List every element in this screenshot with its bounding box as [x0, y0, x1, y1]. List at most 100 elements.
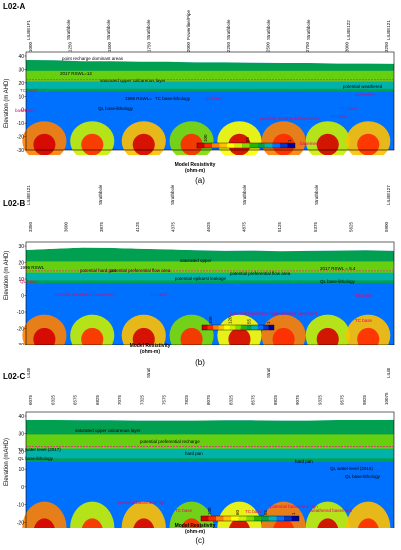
legend-swatch [219, 143, 228, 148]
basement-core [132, 133, 155, 155]
x-tick-label: 8325 [228, 394, 233, 405]
panel-c: L02-C Elevation (mAHD) 403020100-10-20-3… [0, 368, 401, 550]
y-tick-label: 20 [18, 81, 24, 87]
annotation-label: hard pan [295, 459, 313, 464]
x-tick-label: 1500 [107, 41, 112, 52]
annotation-label: TC base [355, 293, 373, 298]
x-tick-label: 3350 [28, 221, 33, 232]
x-tick-label: 3250 [384, 41, 389, 52]
annotation-label: 1996 RSWL= [125, 96, 152, 101]
legend-swatch [257, 325, 263, 330]
annotation-label: potential basement high [230, 311, 278, 316]
annotation-label: potential basement high [270, 504, 318, 509]
saturated-layer [26, 272, 394, 281]
x-tick-label: 9325 [317, 394, 322, 405]
annotation-label: potential preferential recharge [140, 439, 200, 444]
legend-swatch [224, 325, 230, 330]
y-tick-label: 20 [18, 261, 24, 267]
x-tick-label: 9075 [295, 394, 300, 405]
annotation-label: TC base-lithology [155, 96, 191, 101]
annotation-label: saturated upper [180, 258, 212, 263]
annotation-label: basement [355, 92, 376, 97]
x-tick-label: 2250 [226, 41, 231, 52]
legend-tick-label: 55 [263, 509, 268, 515]
legend-frame [196, 142, 296, 149]
annotation-label: TS water level (2017) [18, 447, 61, 452]
legend-swatch [242, 143, 250, 148]
basement-blob [305, 501, 350, 528]
y-tick-label: 30 [18, 67, 24, 73]
basement-core [316, 133, 339, 155]
borehole-label: Strathbole [98, 185, 103, 205]
basement-core [33, 133, 56, 155]
saturated-layer [26, 81, 394, 89]
calcareous-layer [26, 261, 394, 273]
annotation-label: QL base-lithology [18, 456, 54, 461]
basement-blob [121, 501, 166, 528]
legend-swatch [231, 516, 239, 521]
annotation-label: 2017 RSWL = 5.4 [320, 266, 356, 271]
panel-title: L02-B [3, 199, 26, 208]
x-tick-label: 4875 [242, 221, 247, 232]
legend-tick-label: 120 [227, 316, 232, 324]
legend-swatch [218, 325, 225, 330]
legend-swatch [234, 143, 243, 148]
x-tick-label: 6575 [73, 394, 78, 405]
legend-swatch [223, 516, 232, 521]
basement-core [33, 327, 56, 345]
legend-swatch [213, 325, 219, 330]
annotation-label: potential weathered [343, 84, 383, 89]
above-surface [26, 242, 394, 252]
legend-swatch [261, 516, 269, 521]
borehole-label: Powerline/Pipe [186, 9, 191, 40]
y-tick-label: 0 [21, 108, 24, 114]
basement-core [180, 327, 203, 345]
annotation-label: TC base [340, 106, 358, 111]
y-tick-label: 10 [18, 277, 24, 283]
annotation-label: 1996 RSWL [20, 265, 45, 270]
x-tick-label: 7325 [139, 394, 144, 405]
plot-frame [25, 411, 395, 528]
above-surface [26, 52, 394, 64]
annotation-label: potential preferential flow area [110, 268, 171, 273]
x-tick-label: 3600 [64, 221, 69, 232]
annotation-label: point recharge dominant areas [62, 56, 124, 61]
legend-swatch [202, 325, 208, 330]
resistivity-section: 3020100-10-20-30335036003875412543754625… [17, 185, 395, 345]
annotation-label: QL water level (2016) [330, 466, 373, 471]
annotation-label: 2017 RSWL=12 [60, 71, 92, 76]
borehole-label: Strathbole [266, 368, 271, 378]
y-tick-label: 20 [18, 449, 24, 455]
legend-swatch [238, 516, 247, 521]
basement-core [132, 327, 155, 345]
x-tick-label: 1750 [147, 41, 152, 52]
annotation-label: QL base [205, 96, 222, 101]
borehole-label: LILBE121 [386, 20, 391, 40]
legend-tick-label: 1 [287, 139, 292, 142]
basement-core [228, 327, 251, 345]
borehole-label: Strathbole [66, 19, 71, 40]
annotation-label: TC base [175, 508, 193, 513]
annotation-label: QL base [20, 279, 37, 284]
legend-swatch [287, 143, 295, 148]
basement-blob [261, 501, 306, 528]
legend-swatch [227, 143, 235, 148]
borehole-label: LILBE127 [386, 185, 391, 205]
legend-swatch [240, 325, 247, 330]
annotation-label: TC base [150, 292, 168, 297]
legend-tick-label: 55 [245, 136, 250, 142]
borehole-label: Strathbole [306, 19, 311, 40]
x-tick-label: 7575 [162, 394, 167, 405]
x-tick-label: 9825 [362, 394, 367, 405]
x-tick-label: 5625 [348, 221, 353, 232]
legend-swatch [235, 325, 241, 330]
basement-core [133, 518, 155, 528]
legend-title: Model Resistivity (ohm-m) [174, 523, 216, 535]
borehole-label: LILBE1F1 [26, 19, 31, 40]
x-tick-label: 8825 [273, 394, 278, 405]
annotation-label: TC base [20, 88, 38, 93]
legend-swatch [268, 516, 277, 521]
x-tick-label: 8575 [251, 394, 256, 405]
basement-core [81, 518, 103, 528]
